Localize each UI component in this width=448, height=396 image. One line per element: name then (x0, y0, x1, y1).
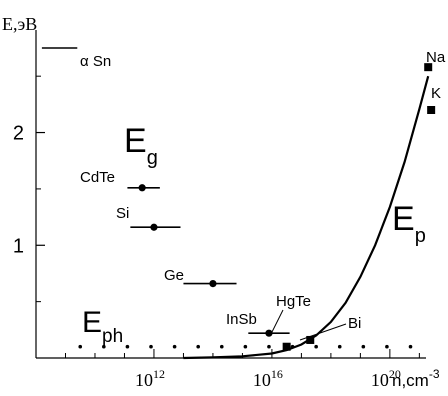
phonon-dot (361, 344, 366, 349)
y-axis-title: E,эВ (2, 14, 37, 34)
point-hgte (282, 342, 291, 351)
point-na (424, 63, 433, 72)
material-label: Bi (348, 315, 361, 332)
region-label-subscript: p (415, 225, 426, 247)
curve-layer (183, 75, 430, 360)
phonon-dot (78, 344, 83, 349)
phonon-dot (125, 344, 130, 349)
material-label: K (431, 85, 441, 102)
leader-line-bi (299, 323, 347, 341)
point-si (150, 223, 158, 231)
region-label-eph: Eph (82, 306, 123, 347)
phonon-dot (408, 344, 413, 349)
y-tick-label: 2 (13, 123, 24, 145)
point-ge (209, 280, 217, 288)
x-axis-title: n,cm-3 (392, 367, 440, 390)
phonon-dot (314, 344, 318, 349)
phonon-dot (149, 344, 153, 349)
material-label: InSb (226, 311, 257, 328)
points-layer (41, 47, 436, 351)
region-label-eg: Eg (124, 122, 158, 169)
phonon-dot (385, 344, 389, 349)
material-label: α Sn (80, 53, 111, 70)
region-label-subscript: g (147, 147, 158, 169)
point-k (427, 106, 436, 114)
region-label-main: E (392, 200, 415, 238)
material-label: Na (426, 49, 446, 66)
phonon-layer (78, 344, 413, 349)
x-tick-exponent: 16 (271, 367, 283, 381)
region-label-ep: Ep (392, 200, 426, 247)
phonon-dot (290, 344, 295, 349)
x-tick-exponent: 20 (389, 367, 401, 381)
x-tick-label: 1020 (371, 367, 401, 390)
x-tick-exponent: 12 (153, 367, 165, 381)
phonon-dot (102, 344, 106, 349)
phonon-dot (337, 344, 342, 349)
region-label-main: E (124, 122, 147, 160)
x-tick-label: 1012 (135, 367, 165, 390)
phonon-dot (267, 344, 271, 349)
x-axis-title-exponent: -3 (429, 367, 440, 381)
y-tick-label: 1 (13, 235, 24, 257)
region-label-main: E (82, 306, 102, 339)
material-label: HgTe (276, 293, 311, 310)
phonon-dot (172, 344, 177, 349)
point-cdte (138, 184, 146, 192)
material-label: Ge (164, 267, 184, 284)
point-bi (306, 335, 315, 344)
phonon-dot (219, 344, 224, 349)
leader-line-hgte (269, 309, 284, 337)
x-tick-base: 10 (253, 370, 271, 390)
x-tick-label: 1016 (253, 367, 283, 390)
region-label-subscript: ph (102, 326, 123, 347)
material-label: CdTe (80, 169, 115, 186)
phonon-dot (243, 344, 248, 349)
phonon-dot (196, 344, 200, 349)
x-tick-base: 10 (135, 370, 153, 390)
x-axis-title-base: n,cm (392, 371, 429, 390)
plasma-curve (183, 75, 430, 360)
material-label: Si (116, 205, 129, 222)
x-tick-base: 10 (371, 370, 389, 390)
